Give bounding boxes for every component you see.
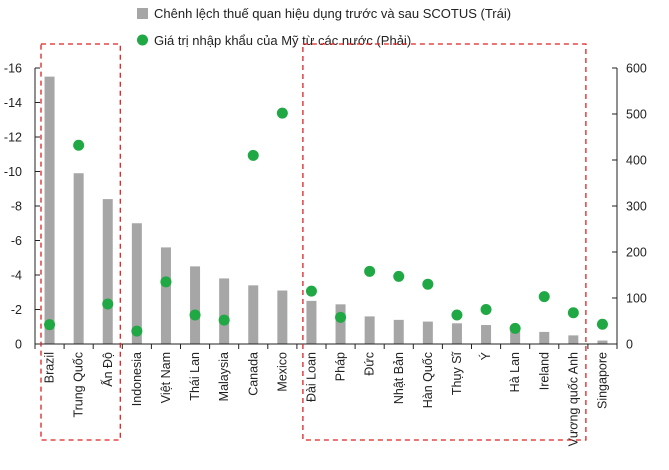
category-label: Nhật Bản	[392, 352, 406, 404]
legend-bar-label: Chênh lệch thuế quan hiệu dụng trước và …	[154, 6, 511, 21]
dot	[364, 265, 376, 277]
dot	[393, 270, 405, 282]
category-label: Brazil	[43, 352, 57, 383]
dot	[73, 139, 85, 151]
category-label: Đức	[363, 352, 377, 376]
left-tick-label: -6	[11, 234, 22, 248]
bar	[568, 335, 579, 344]
dot	[160, 276, 172, 288]
left-tick-label: -2	[11, 303, 22, 317]
category-label: Canada	[246, 352, 260, 396]
category-label: Trung Quốc	[72, 352, 86, 418]
right-tick-label: 100	[626, 292, 647, 306]
left-tick-label: -16	[4, 62, 22, 76]
bar	[510, 328, 521, 344]
category-label: Ireland	[537, 352, 551, 390]
dot	[305, 285, 317, 297]
category-label: Singapore	[595, 352, 609, 409]
dot	[247, 149, 259, 161]
left-axis-ticks: 0 -2 -4 -6 -8 -10 -12 -14 -16	[4, 62, 22, 352]
right-tick-label: 200	[626, 246, 647, 260]
bar	[364, 316, 375, 344]
bar	[44, 76, 55, 344]
dot	[102, 298, 114, 310]
bar	[393, 319, 404, 344]
right-tick-label: 0	[626, 338, 633, 352]
bar	[131, 223, 142, 344]
bar	[481, 325, 492, 344]
dot	[422, 278, 434, 290]
legend-dot-label: Giá trị nhập khẩu của Mỹ từ các nước (Ph…	[154, 33, 411, 48]
category-label: Thụy Sĩ	[450, 351, 464, 395]
dot	[509, 322, 521, 334]
category-label: Malaysia	[217, 352, 231, 401]
category-label: Đài Loan	[304, 352, 318, 402]
bar	[190, 266, 201, 344]
dot	[131, 325, 143, 337]
axes	[34, 67, 618, 349]
right-axis-ticks: 0 100 200 300 400 500 600	[626, 62, 647, 352]
legend-bar-swatch	[137, 8, 148, 19]
highlight-boxes	[40, 43, 587, 441]
left-tick-label: -4	[11, 269, 22, 283]
bar-series	[44, 76, 608, 344]
right-tick-label: 400	[626, 154, 647, 168]
dot	[44, 319, 56, 331]
legend: Chênh lệch thuế quan hiệu dụng trước và …	[137, 6, 511, 48]
bar	[277, 290, 288, 344]
dot	[276, 107, 288, 119]
legend-dot-swatch	[137, 34, 148, 46]
left-tick-label: -14	[4, 96, 22, 110]
dot	[567, 307, 579, 319]
left-tick-label: -12	[4, 131, 22, 145]
dot	[189, 309, 201, 321]
dot	[596, 318, 608, 330]
bar	[451, 323, 462, 344]
category-label: Việt Nam	[159, 352, 173, 403]
category-label: Thái Lan	[188, 352, 202, 401]
bar	[160, 247, 171, 344]
bar	[597, 340, 608, 344]
left-tick-label: -8	[11, 200, 22, 214]
bar	[219, 278, 230, 344]
left-tick-label: 0	[15, 338, 22, 352]
bar	[422, 321, 433, 344]
category-label: Hà Lan	[508, 352, 522, 392]
category-label: Pháp	[334, 352, 348, 381]
dot	[480, 304, 492, 315]
dot	[335, 311, 347, 323]
right-tick-label: 500	[626, 108, 647, 122]
category-label: Hàn Quốc	[421, 352, 435, 408]
category-label: Indonesia	[130, 352, 144, 406]
bar	[306, 300, 317, 344]
highlight-box	[302, 43, 587, 441]
category-label: Ấn Độ	[100, 352, 115, 387]
bar	[102, 199, 113, 344]
right-tick-label: 300	[626, 200, 647, 214]
category-label: Vương quốc Anh	[566, 352, 580, 446]
bar	[248, 285, 259, 344]
bar	[539, 331, 550, 344]
category-labels: Brazil Trung Quốc Ấn Độ Indonesia Việt Nam Th…	[43, 351, 610, 446]
category-label: Mexico	[275, 352, 289, 392]
category-label: Ý	[478, 351, 493, 360]
highlight-box	[40, 43, 121, 441]
left-tick-label: -10	[4, 165, 22, 179]
dot	[451, 309, 463, 321]
dot-series	[44, 107, 608, 337]
dot	[218, 314, 230, 326]
bar	[335, 304, 346, 344]
right-tick-label: 600	[626, 62, 647, 76]
bar	[73, 173, 84, 344]
dot	[538, 291, 550, 303]
